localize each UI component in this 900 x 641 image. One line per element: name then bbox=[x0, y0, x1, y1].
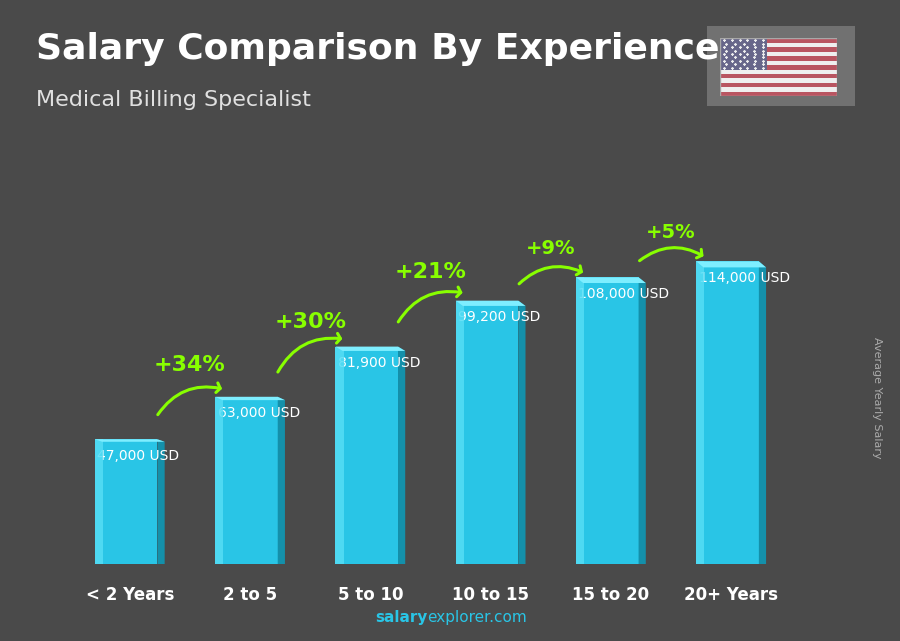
FancyBboxPatch shape bbox=[699, 22, 862, 110]
Polygon shape bbox=[518, 301, 526, 564]
Text: salary: salary bbox=[375, 610, 428, 625]
Bar bbox=[720, 87, 837, 92]
Bar bbox=[720, 65, 837, 69]
Bar bbox=[94, 439, 103, 564]
Bar bbox=[720, 74, 837, 78]
Bar bbox=[720, 56, 837, 61]
Polygon shape bbox=[94, 439, 165, 442]
Text: 99,200 USD: 99,200 USD bbox=[458, 310, 541, 324]
Bar bbox=[720, 52, 837, 56]
Text: +30%: +30% bbox=[274, 312, 346, 333]
Polygon shape bbox=[697, 262, 766, 267]
FancyBboxPatch shape bbox=[455, 301, 518, 564]
Bar bbox=[455, 301, 464, 564]
Polygon shape bbox=[398, 347, 405, 564]
Bar bbox=[720, 92, 837, 96]
Polygon shape bbox=[639, 278, 646, 564]
Polygon shape bbox=[215, 397, 285, 400]
Text: Average Yearly Salary: Average Yearly Salary bbox=[872, 337, 883, 458]
FancyBboxPatch shape bbox=[94, 439, 158, 564]
Bar bbox=[697, 262, 705, 564]
Text: explorer.com: explorer.com bbox=[428, 610, 527, 625]
Text: 47,000 USD: 47,000 USD bbox=[97, 449, 179, 463]
Bar bbox=[215, 397, 223, 564]
Text: 114,000 USD: 114,000 USD bbox=[698, 271, 790, 285]
FancyBboxPatch shape bbox=[215, 397, 278, 564]
Polygon shape bbox=[576, 278, 646, 283]
Bar bbox=[576, 278, 584, 564]
Text: 108,000 USD: 108,000 USD bbox=[579, 287, 670, 301]
Text: 10 to 15: 10 to 15 bbox=[452, 587, 529, 604]
Polygon shape bbox=[278, 397, 285, 564]
Text: +34%: +34% bbox=[154, 355, 226, 375]
Text: Salary Comparison By Experience: Salary Comparison By Experience bbox=[36, 32, 719, 66]
Polygon shape bbox=[455, 301, 526, 306]
FancyBboxPatch shape bbox=[336, 347, 398, 564]
Text: < 2 Years: < 2 Years bbox=[86, 587, 174, 604]
Polygon shape bbox=[158, 439, 165, 564]
Polygon shape bbox=[336, 347, 405, 351]
Text: 63,000 USD: 63,000 USD bbox=[218, 406, 300, 420]
Polygon shape bbox=[759, 262, 766, 564]
Bar bbox=[720, 83, 837, 87]
Bar bbox=[336, 347, 344, 564]
Bar bbox=[720, 61, 837, 65]
Text: 2 to 5: 2 to 5 bbox=[223, 587, 277, 604]
Text: +9%: +9% bbox=[526, 239, 575, 258]
Text: 15 to 20: 15 to 20 bbox=[572, 587, 650, 604]
Text: 5 to 10: 5 to 10 bbox=[338, 587, 403, 604]
Bar bbox=[720, 38, 837, 43]
Bar bbox=[720, 78, 837, 83]
FancyBboxPatch shape bbox=[697, 262, 759, 564]
Text: 20+ Years: 20+ Years bbox=[684, 587, 778, 604]
Bar bbox=[720, 47, 837, 52]
Text: +21%: +21% bbox=[394, 262, 466, 282]
Text: 81,900 USD: 81,900 USD bbox=[338, 356, 420, 370]
FancyBboxPatch shape bbox=[576, 278, 639, 564]
Text: Medical Billing Specialist: Medical Billing Specialist bbox=[36, 90, 310, 110]
Bar bbox=[720, 38, 767, 69]
Text: +5%: +5% bbox=[646, 223, 696, 242]
Bar bbox=[720, 69, 837, 74]
Bar bbox=[720, 43, 837, 47]
